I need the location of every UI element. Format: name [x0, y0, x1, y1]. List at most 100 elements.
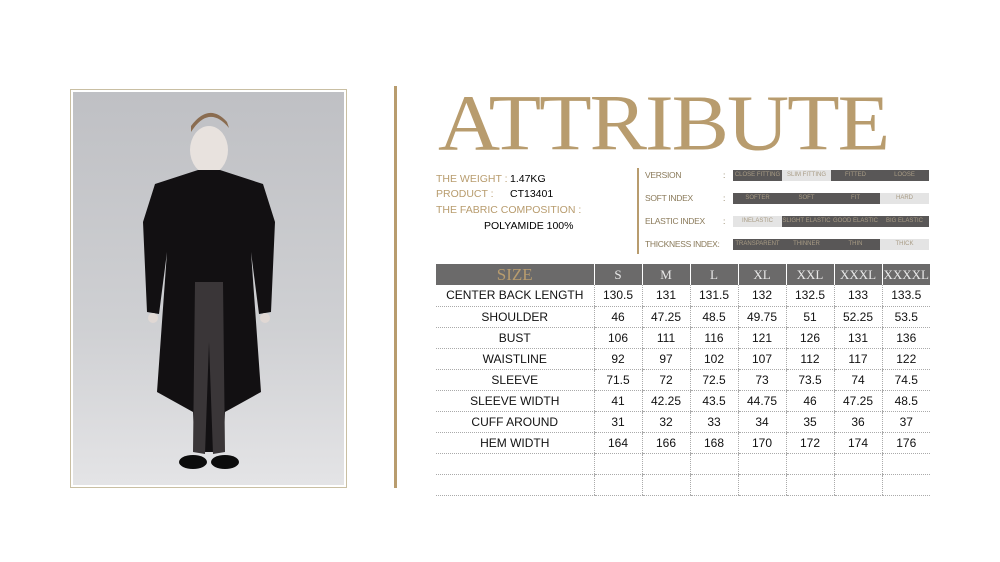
attribute-option: SLIM FITTING — [782, 170, 831, 181]
measurement-value: 31 — [593, 411, 642, 433]
measurement-label — [436, 453, 594, 475]
measurement-value — [641, 453, 690, 475]
attribute-label: ELASTIC INDEX — [645, 216, 705, 226]
measurement-value: 41 — [593, 390, 642, 412]
measurement-value: 176 — [881, 432, 930, 454]
measurement-value: 131 — [833, 327, 882, 349]
attribute-label: THICKNESS INDEX: — [645, 239, 720, 249]
measurement-value: 73.5 — [785, 369, 834, 391]
measurement-label: SLEEVE WIDTH — [436, 390, 594, 412]
measurement-value: 97 — [641, 348, 690, 370]
measurement-value: 117 — [833, 348, 882, 370]
attribute-option: BIG ELASTIC — [880, 216, 929, 227]
measurement-value: 126 — [785, 327, 834, 349]
table-row — [436, 474, 930, 496]
measurement-value: 102 — [689, 348, 738, 370]
size-column-header: XL — [737, 264, 786, 285]
measurement-value — [689, 453, 738, 475]
attribute-option: LOOSE — [880, 170, 929, 181]
attribute-scale: INELASTIC SLIGHT ELASTIC GOOD ELASTIC BIG E… — [733, 216, 929, 227]
measurement-value — [737, 453, 786, 475]
measurement-label: CENTER BACK LENGTH — [436, 285, 594, 307]
measurement-value: 36 — [833, 411, 882, 433]
measurement-value: 33 — [689, 411, 738, 433]
attribute-option: THICK — [880, 239, 929, 250]
measurement-value: 136 — [881, 327, 930, 349]
measurement-value: 122 — [881, 348, 930, 370]
attribute-colon: : — [723, 170, 726, 180]
attribute-option: TRANSPARENT — [733, 239, 782, 250]
attribute-scale: CLOSE FITTING SLIM FITTING FITTED LOOSE — [733, 170, 929, 181]
size-column-header: XXL — [785, 264, 834, 285]
attribute-option: INELASTIC — [733, 216, 782, 227]
size-column-header: S — [593, 264, 642, 285]
measurement-value: 74 — [833, 369, 882, 391]
divider-line — [394, 86, 397, 488]
table-row: SHOULDER 46 47.25 48.5 49.75 51 52.25 53.5 — [436, 306, 930, 328]
measurement-value: 131 — [641, 285, 690, 307]
measurement-value: 72 — [641, 369, 690, 391]
measurement-value: 107 — [737, 348, 786, 370]
size-column-header: XXXXL — [881, 264, 930, 285]
weight-label: THE WEIGHT : — [436, 173, 508, 185]
table-row: WAISTLINE 92 97 102 107 112 117 122 — [436, 348, 930, 370]
measurement-label: CUFF AROUND — [436, 411, 594, 433]
attribute-option: SOFT — [782, 193, 831, 204]
measurement-value: 121 — [737, 327, 786, 349]
measurement-value: 48.5 — [881, 390, 930, 412]
measurement-value: 164 — [593, 432, 642, 454]
model-silhouette — [143, 112, 275, 469]
attribute-option: THIN — [831, 239, 880, 250]
attribute-colon: : — [723, 193, 726, 203]
weight-value: 1.47KG — [510, 173, 546, 185]
attribute-option: HARD — [880, 193, 929, 204]
measurement-value — [881, 453, 930, 475]
measurement-value — [833, 453, 882, 475]
size-column-header: L — [689, 264, 738, 285]
measurement-value: 166 — [641, 432, 690, 454]
attribute-option: SOFTER — [733, 193, 782, 204]
measurement-value: 46 — [593, 306, 642, 328]
measurement-value: 51 — [785, 306, 834, 328]
product-photo — [73, 92, 344, 485]
measurement-value: 133.5 — [881, 285, 930, 307]
measurement-value: 132 — [737, 285, 786, 307]
table-row: BUST 106 111 116 121 126 131 136 — [436, 327, 930, 349]
attribute-scale: TRANSPARENT THINNER THIN THICK — [733, 239, 929, 250]
measurement-value: 32 — [641, 411, 690, 433]
size-table: SIZE S M L XL XXL XXXL XXXXL CENTER BACK LENGTH… — [436, 264, 930, 496]
size-column-header: M — [641, 264, 690, 285]
measurement-value: 168 — [689, 432, 738, 454]
measurement-value — [785, 453, 834, 475]
fabric-value: POLYAMIDE 100% — [484, 220, 574, 232]
measurement-value — [593, 453, 642, 475]
measurement-value: 106 — [593, 327, 642, 349]
measurement-value: 130.5 — [593, 285, 642, 307]
product-label: PRODUCT : — [436, 188, 494, 200]
attribute-label: VERSION — [645, 170, 682, 180]
measurement-value: 47.25 — [833, 390, 882, 412]
measurement-value — [833, 474, 882, 496]
attribute-divider — [637, 168, 639, 254]
measurement-value: 131.5 — [689, 285, 738, 307]
measurement-label: WAISTLINE — [436, 348, 594, 370]
measurement-value — [737, 474, 786, 496]
measurement-value: 46 — [785, 390, 834, 412]
measurement-value — [593, 474, 642, 496]
measurement-value: 52.25 — [833, 306, 882, 328]
measurement-value: 133 — [833, 285, 882, 307]
attribute-option: FITTED — [831, 170, 880, 181]
attribute-option: SLIGHT ELASTIC — [782, 216, 831, 227]
attribute-option: THINNER — [782, 239, 831, 250]
attribute-option: FIT — [831, 193, 880, 204]
measurement-value — [785, 474, 834, 496]
attribute-colon: : — [723, 216, 726, 226]
measurement-value: 92 — [593, 348, 642, 370]
measurement-value — [689, 474, 738, 496]
measurement-value: 74.5 — [881, 369, 930, 391]
measurement-value: 112 — [785, 348, 834, 370]
table-row: HEM WIDTH 164 166 168 170 172 174 176 — [436, 432, 930, 454]
measurement-label: BUST — [436, 327, 594, 349]
measurement-label: HEM WIDTH — [436, 432, 594, 454]
measurement-value: 73 — [737, 369, 786, 391]
